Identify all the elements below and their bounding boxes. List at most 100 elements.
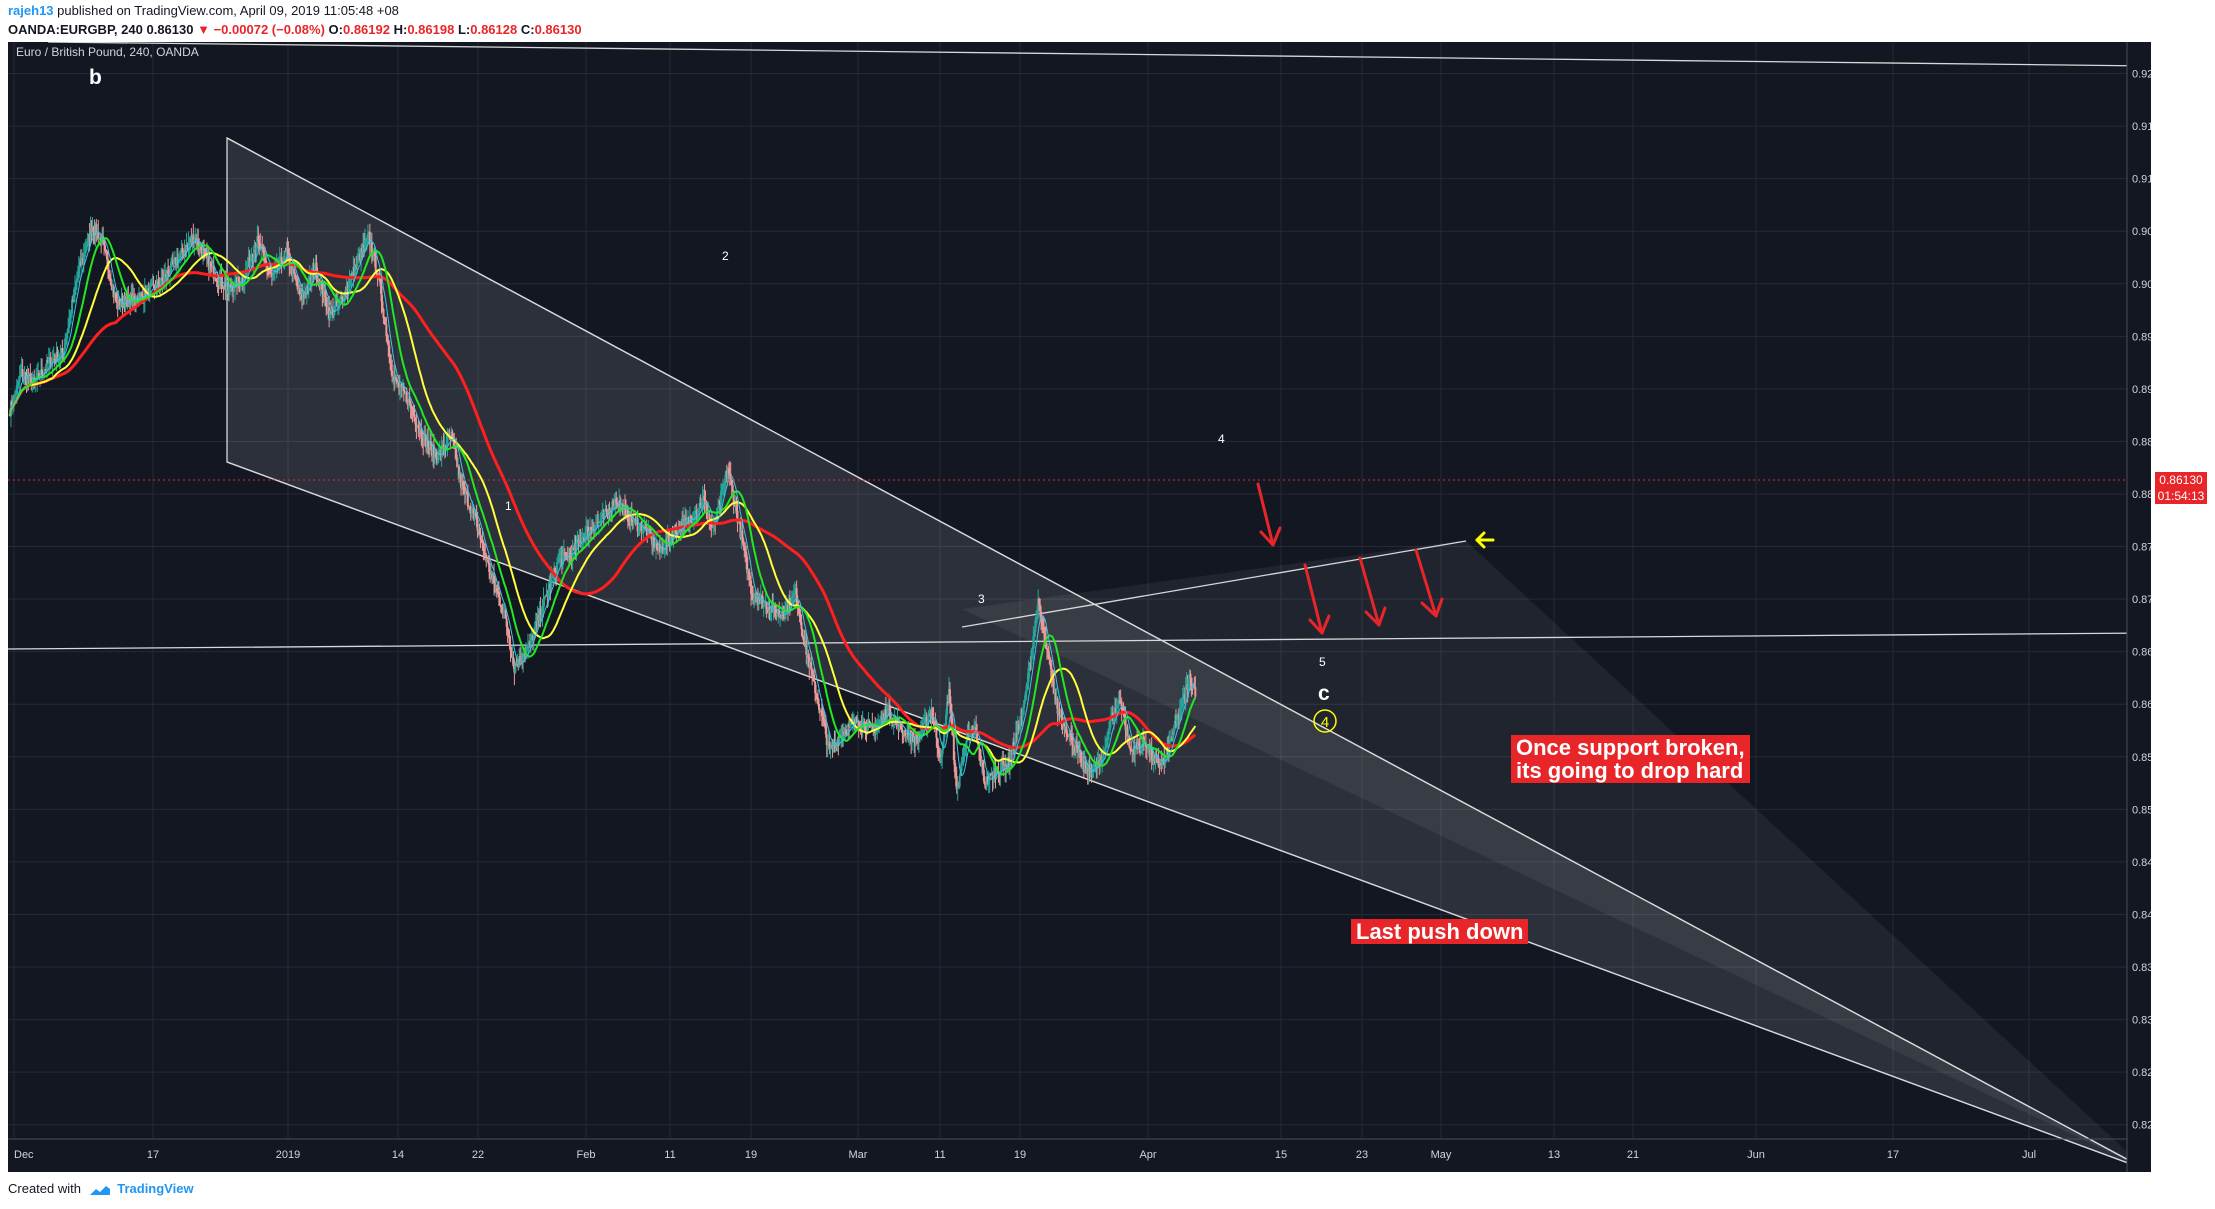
- candle-body: [966, 733, 969, 741]
- candle-body: [782, 614, 785, 616]
- candle-body: [1035, 617, 1038, 621]
- tradingview-brand-link[interactable]: TradingView: [117, 1181, 194, 1196]
- candle-body: [721, 486, 724, 488]
- candle-body: [585, 528, 588, 533]
- candle-body: [270, 273, 273, 277]
- candle-body: [386, 336, 389, 341]
- candle-body: [500, 607, 503, 612]
- candle-body: [987, 780, 990, 784]
- candle-body: [751, 593, 754, 595]
- candle-body: [1060, 715, 1063, 719]
- y-tick-label: 0.92000: [2132, 69, 2151, 81]
- candle-body: [802, 636, 805, 641]
- candle-body: [901, 729, 904, 733]
- candle-body: [961, 756, 964, 762]
- candle-body: [868, 721, 871, 723]
- x-tick-label: May: [1431, 1149, 1452, 1161]
- candle-body: [801, 629, 804, 637]
- candle-body: [757, 600, 760, 605]
- candle-body: [324, 290, 327, 298]
- wave-c-label: c: [1318, 682, 1330, 705]
- candle-body: [387, 340, 390, 346]
- candle-body: [637, 530, 640, 532]
- open-label: O:: [328, 22, 343, 37]
- candle-body: [1194, 687, 1197, 697]
- candle-body: [826, 745, 829, 747]
- candle-body: [534, 621, 537, 627]
- candle-body: [962, 755, 965, 757]
- candle-body: [730, 479, 733, 485]
- candle-body: [16, 382, 19, 386]
- candle-body: [605, 508, 608, 512]
- candle-body: [157, 281, 160, 287]
- candle-body: [205, 253, 208, 259]
- candle-body: [365, 237, 368, 240]
- candle-body: [964, 746, 967, 753]
- candle-body: [571, 547, 574, 559]
- author-link[interactable]: rajeh13: [8, 3, 54, 18]
- candle-body: [1058, 708, 1061, 717]
- candle-body: [1039, 604, 1042, 612]
- close-label: C:: [520, 22, 535, 37]
- candle-body: [224, 282, 227, 290]
- candle-body: [866, 723, 869, 732]
- candle-body: [743, 545, 746, 548]
- candle-body: [451, 431, 454, 437]
- candle-body: [1187, 678, 1190, 691]
- candle-body: [380, 286, 383, 302]
- chart-canvas[interactable]: 0.92000 0.91500 0.91000 0.90500 0.90000 0.895…: [8, 42, 2151, 1172]
- candle-body: [889, 716, 892, 720]
- candle-body: [558, 560, 561, 563]
- candle-body: [305, 285, 308, 293]
- candle-body: [466, 494, 469, 507]
- candle-body: [640, 524, 643, 534]
- candle-body: [986, 776, 989, 784]
- candle-body: [669, 536, 672, 543]
- candle-body: [498, 597, 501, 606]
- yellow-arrow: [1475, 531, 1495, 549]
- candle-body: [1172, 734, 1175, 740]
- candle-body: [463, 486, 466, 494]
- candle-body: [781, 614, 784, 618]
- candle-body: [746, 557, 749, 574]
- candle-body: [222, 287, 225, 289]
- candle-body: [774, 605, 777, 610]
- candle-body: [49, 357, 52, 367]
- candle-body: [483, 548, 486, 554]
- candle-body: [750, 580, 753, 594]
- candle-body: [428, 446, 431, 448]
- candle-body: [261, 247, 264, 249]
- candle-body: [72, 299, 75, 301]
- candle-body: [1044, 637, 1047, 649]
- y-tick-label: 0.89500: [2132, 331, 2151, 343]
- candle-body: [708, 514, 711, 520]
- candle-body: [381, 301, 384, 309]
- candle-body: [299, 288, 302, 296]
- candle-body: [118, 299, 121, 308]
- chart-pane[interactable]: 0.92000 0.91500 0.91000 0.90500 0.90000 0.895…: [8, 42, 2151, 1172]
- x-tick-label: Feb: [577, 1149, 596, 1161]
- candle-body: [255, 247, 258, 252]
- candle-body: [855, 716, 858, 723]
- candle-body: [343, 292, 346, 302]
- high-value: 0.86198: [407, 22, 455, 37]
- candle-body: [1067, 736, 1070, 738]
- candle-body: [163, 276, 166, 282]
- candle-body: [252, 257, 255, 261]
- candle-body: [274, 267, 277, 269]
- candle-body: [579, 540, 582, 545]
- candle-body: [30, 376, 33, 386]
- candle-body: [689, 516, 692, 518]
- candle-body: [565, 554, 568, 556]
- candle-body: [44, 369, 47, 371]
- candle-body: [197, 239, 200, 247]
- candle-body: [24, 372, 27, 374]
- candle-body: [413, 414, 416, 422]
- candle-body: [1031, 648, 1034, 651]
- candle-body: [1010, 753, 1013, 762]
- candle-body: [1162, 758, 1165, 761]
- candle-body: [243, 276, 246, 282]
- candle-body: [496, 591, 499, 594]
- candle-body: [1115, 706, 1118, 713]
- candle-body: [415, 424, 418, 427]
